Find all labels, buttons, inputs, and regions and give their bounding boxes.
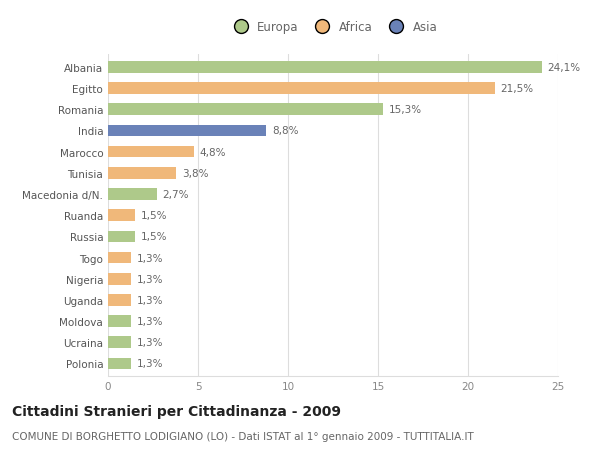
Text: Cittadini Stranieri per Cittadinanza - 2009: Cittadini Stranieri per Cittadinanza - 2… [12, 404, 341, 418]
Bar [108, 189, 157, 201]
Bar [108, 273, 131, 285]
Text: 1,5%: 1,5% [140, 211, 167, 221]
Bar [108, 146, 194, 158]
Bar [108, 337, 131, 348]
Text: 1,5%: 1,5% [140, 232, 167, 242]
Text: 21,5%: 21,5% [500, 84, 533, 94]
Legend: Europa, Africa, Asia: Europa, Africa, Asia [224, 16, 442, 39]
Bar [108, 125, 266, 137]
Text: 8,8%: 8,8% [272, 126, 298, 136]
Bar [108, 316, 131, 327]
Bar [108, 231, 135, 243]
Text: 2,7%: 2,7% [162, 190, 188, 200]
Text: 1,3%: 1,3% [137, 316, 163, 326]
Text: 4,8%: 4,8% [200, 147, 226, 157]
Bar [108, 210, 135, 222]
Bar [108, 104, 383, 116]
Text: 1,3%: 1,3% [137, 295, 163, 305]
Text: 1,3%: 1,3% [137, 253, 163, 263]
Text: 1,3%: 1,3% [137, 358, 163, 369]
Text: 1,3%: 1,3% [137, 337, 163, 347]
Bar [108, 358, 131, 369]
Text: 15,3%: 15,3% [389, 105, 422, 115]
Bar [108, 252, 131, 264]
Text: 1,3%: 1,3% [137, 274, 163, 284]
Text: COMUNE DI BORGHETTO LODIGIANO (LO) - Dati ISTAT al 1° gennaio 2009 - TUTTITALIA.: COMUNE DI BORGHETTO LODIGIANO (LO) - Dat… [12, 431, 474, 442]
Bar [108, 62, 542, 73]
Text: 24,1%: 24,1% [547, 63, 580, 73]
Bar [108, 83, 495, 95]
Text: 3,8%: 3,8% [182, 168, 208, 179]
Bar [108, 168, 176, 179]
Bar [108, 295, 131, 306]
